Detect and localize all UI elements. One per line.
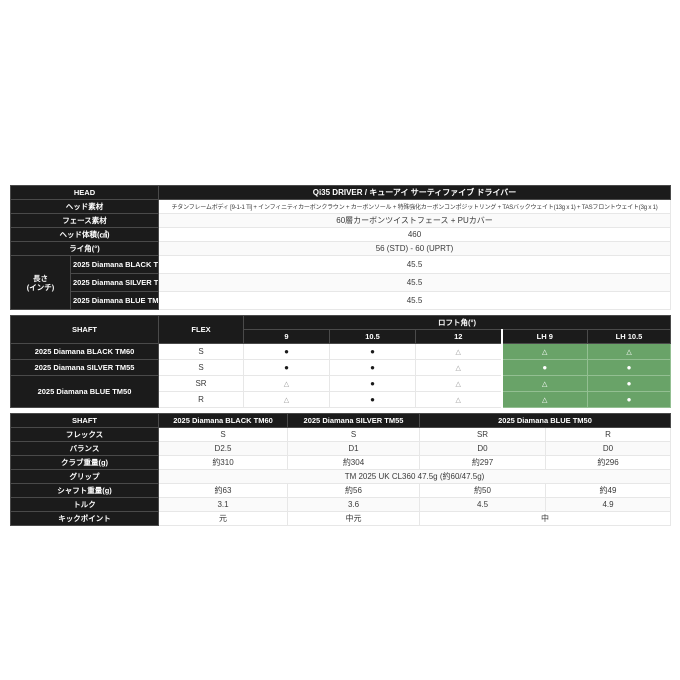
kick-point-value: 元 xyxy=(158,511,288,526)
balance-value: D1 xyxy=(287,441,420,456)
flex-value: SR xyxy=(419,427,546,442)
torque-label: トルク xyxy=(10,497,159,512)
flex-value: S xyxy=(287,427,420,442)
torque-value: 4.9 xyxy=(544,497,672,512)
availability-mark-lh: ● xyxy=(586,359,672,376)
loft-row-flex: S xyxy=(158,343,244,360)
loft-flex-header: FLEX xyxy=(158,315,244,344)
loft-row-shaft-black: 2025 Diamana BLACK TM60 xyxy=(10,343,159,360)
torque-value: 4.5 xyxy=(419,497,546,512)
availability-mark: ● xyxy=(329,391,416,408)
loft-row-flex: SR xyxy=(158,375,244,392)
availability-mark: ● xyxy=(243,359,330,376)
flex-value: S xyxy=(158,427,288,442)
length-shaft-blue: 2025 Diamana BLUE TM50 xyxy=(69,291,160,310)
availability-mark: △ xyxy=(243,375,330,392)
loft-row-flex: R xyxy=(158,391,244,408)
shaft-weight-value: 約49 xyxy=(544,483,672,498)
club-weight-label: クラブ重量(g) xyxy=(10,455,159,470)
availability-mark-lh: △ xyxy=(500,375,588,392)
availability-mark: ● xyxy=(243,343,330,360)
shaft-weight-value: 約63 xyxy=(158,483,288,498)
head-volume-value: 460 xyxy=(158,227,672,242)
torque-value: 3.6 xyxy=(287,497,420,512)
kick-point-label: キックポイント xyxy=(10,511,159,526)
availability-mark: △ xyxy=(415,391,502,408)
product-title: Qi35 DRIVER / キューアイ サーティファイブ ドライバー xyxy=(158,185,672,200)
loft-angle-header: ロフト角(°) xyxy=(242,315,672,330)
face-material-value: 60層カーボンツイストフェース + PUカバー xyxy=(158,213,672,228)
club-weight-value: 約310 xyxy=(158,455,288,470)
shaft-weight-label: シャフト重量(g) xyxy=(10,483,159,498)
head-material-label: ヘッド素材 xyxy=(9,199,160,214)
loft-row-shaft-silver: 2025 Diamana SILVER TM55 xyxy=(10,359,159,376)
availability-mark: ● xyxy=(329,343,416,360)
spec-col-black: 2025 Diamana BLACK TM60 xyxy=(158,413,288,428)
availability-mark-lh: ● xyxy=(586,375,672,392)
flex-label: フレックス xyxy=(10,427,159,442)
availability-mark-lh: △ xyxy=(500,391,588,408)
shaft-weight-value: 約56 xyxy=(287,483,420,498)
length-label-line2: (インチ) xyxy=(26,282,55,292)
loft-row-shaft-blue: 2025 Diamana BLUE TM50 xyxy=(10,375,159,408)
lie-angle-value: 56 (STD) - 60 (UPRT) xyxy=(158,241,672,256)
loft-col-12: 12 xyxy=(415,329,502,344)
loft-col-10-5: 10.5 xyxy=(329,329,416,344)
loft-row-flex: S xyxy=(158,359,244,376)
kick-point-value: 中元 xyxy=(287,511,420,526)
balance-value: D0 xyxy=(544,441,672,456)
availability-mark-lh: △ xyxy=(586,343,672,360)
length-shaft-silver: 2025 Diamana SILVER TM55 xyxy=(69,273,160,292)
head-section-label: HEAD xyxy=(9,185,160,200)
shaft-weight-value: 約50 xyxy=(419,483,546,498)
head-material-value: チタンフレームボディ [9-1-1 Ti] + インフィニティカーボンクラウン … xyxy=(158,199,672,214)
availability-mark-lh: △ xyxy=(500,343,588,360)
head-volume-label: ヘッド体積(㎤) xyxy=(9,227,160,242)
loft-availability-table: SHAFT FLEX ロフト角(°) 9 10.5 12 LH 9 LH 10.… xyxy=(10,315,672,408)
club-weight-value: 約296 xyxy=(544,455,672,470)
spec-col-blue: 2025 Diamana BLUE TM50 xyxy=(418,413,672,428)
availability-mark: △ xyxy=(415,375,502,392)
length-shaft-black: 2025 Diamana BLACK TM60 xyxy=(69,255,160,274)
availability-mark: ● xyxy=(329,375,416,392)
kick-point-value: 中 xyxy=(418,511,672,526)
balance-label: バランス xyxy=(10,441,159,456)
grip-value: TM 2025 UK CL360 47.5g (約60/47.5g) xyxy=(157,469,672,484)
face-material-label: フェース素材 xyxy=(9,213,160,228)
shaft-spec-table: SHAFT 2025 Diamana BLACK TM60 2025 Diama… xyxy=(10,413,672,526)
spec-shaft-header: SHAFT xyxy=(10,413,159,428)
flex-value: R xyxy=(544,427,672,442)
lie-angle-label: ライ角(°) xyxy=(9,241,160,256)
availability-mark: △ xyxy=(415,359,502,376)
balance-value: D0 xyxy=(419,441,546,456)
length-value-black: 45.5 xyxy=(158,255,672,274)
club-weight-value: 約297 xyxy=(419,455,546,470)
loft-col-lh9: LH 9 xyxy=(500,329,588,344)
head-spec-table: HEAD Qi35 DRIVER / キューアイ サーティファイブ ドライバー … xyxy=(9,185,672,310)
availability-mark: ● xyxy=(329,359,416,376)
loft-col-lh10-5: LH 10.5 xyxy=(586,329,672,344)
availability-mark: △ xyxy=(415,343,502,360)
grip-label: グリップ xyxy=(10,469,159,484)
spec-sheet: HEAD Qi35 DRIVER / キューアイ サーティファイブ ドライバー … xyxy=(9,185,672,531)
length-label-line1: 長さ xyxy=(33,273,48,283)
availability-mark-lh: ● xyxy=(586,391,672,408)
loft-col-9: 9 xyxy=(243,329,330,344)
club-weight-value: 約304 xyxy=(287,455,420,470)
length-value-silver: 45.5 xyxy=(158,273,672,292)
availability-mark: △ xyxy=(243,391,330,408)
length-label: 長さ (インチ) xyxy=(10,255,71,310)
spec-col-silver: 2025 Diamana SILVER TM55 xyxy=(287,413,420,428)
balance-value: D2.5 xyxy=(158,441,288,456)
loft-shaft-header: SHAFT xyxy=(10,315,159,344)
torque-value: 3.1 xyxy=(158,497,288,512)
length-value-blue: 45.5 xyxy=(158,291,672,310)
availability-mark-lh: ● xyxy=(500,359,588,376)
